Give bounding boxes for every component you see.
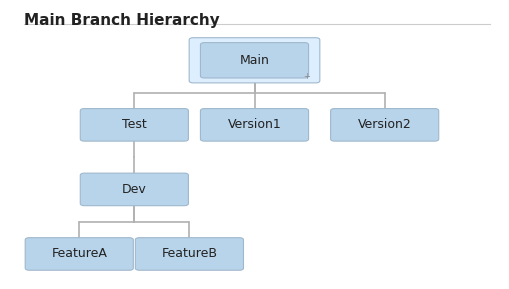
Text: Version1: Version1	[228, 118, 281, 131]
FancyBboxPatch shape	[201, 109, 308, 141]
Text: Dev: Dev	[122, 183, 147, 196]
Text: FeatureA: FeatureA	[51, 247, 107, 260]
Text: Version2: Version2	[358, 118, 412, 131]
FancyBboxPatch shape	[80, 173, 188, 206]
FancyBboxPatch shape	[189, 38, 320, 83]
FancyBboxPatch shape	[80, 109, 188, 141]
Text: Main: Main	[240, 54, 269, 67]
FancyBboxPatch shape	[25, 238, 133, 270]
Text: FeatureB: FeatureB	[161, 247, 217, 260]
FancyBboxPatch shape	[331, 109, 439, 141]
Text: +: +	[303, 72, 310, 81]
Text: Test: Test	[122, 118, 147, 131]
FancyBboxPatch shape	[135, 238, 243, 270]
Text: Main Branch Hierarchy: Main Branch Hierarchy	[24, 13, 220, 27]
FancyBboxPatch shape	[201, 42, 308, 78]
